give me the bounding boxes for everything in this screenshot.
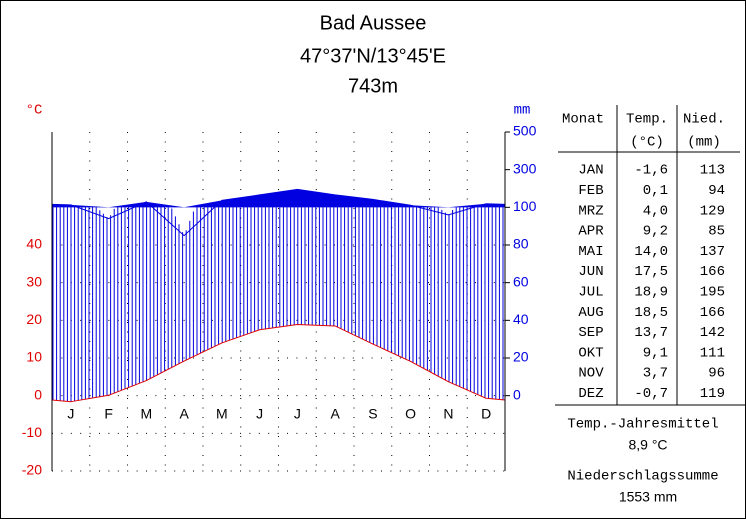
- annual-temp: 8,9 °C: [628, 437, 667, 453]
- x-tick-label: S: [368, 406, 377, 422]
- table-month: AUG: [578, 305, 603, 321]
- x-tick-label: J: [67, 406, 74, 422]
- table-precip: 111: [700, 345, 725, 361]
- table-temp: -1,6: [634, 163, 668, 179]
- x-tick-label: M: [141, 406, 153, 422]
- temp-line-edge: [51, 397, 506, 403]
- x-tick-label: J: [256, 406, 263, 422]
- x-tick-label: D: [481, 406, 491, 422]
- annual-precip: 1553 mm: [619, 489, 677, 505]
- table-month: MRZ: [578, 203, 603, 219]
- y2-tick-label: 100: [513, 198, 537, 214]
- table-temp: 13,7: [634, 325, 668, 341]
- table-header: Nied.: [683, 112, 725, 128]
- table-month: OKT: [578, 345, 603, 361]
- table-month: APR: [578, 224, 604, 240]
- y-axis-label: °C: [26, 103, 43, 119]
- chart-title: Bad Aussee: [320, 12, 427, 34]
- table-month: NOV: [578, 366, 604, 382]
- precip-line-edge: [51, 203, 506, 206]
- table-precip: 129: [700, 203, 725, 219]
- table-month: JAN: [578, 163, 603, 179]
- table-header: (°C): [630, 135, 664, 151]
- x-tick-label: N: [443, 406, 453, 422]
- table-month: MAI: [578, 244, 603, 260]
- y2-tick-label: 60: [513, 273, 529, 289]
- x-tick-label: A: [330, 406, 340, 422]
- chart-subtitle: 47°37'N/13°45'E: [300, 45, 446, 67]
- table-precip: 166: [700, 305, 725, 321]
- table-temp: 9,2: [643, 224, 668, 240]
- precip-line: [70, 188, 487, 237]
- x-tick-label: J: [294, 406, 301, 422]
- table-temp: 3,7: [643, 366, 668, 382]
- table-precip: 94: [708, 183, 725, 199]
- y2-axis-label: mm: [514, 103, 531, 119]
- table-temp: 18,9: [634, 285, 668, 301]
- table-temp: 17,5: [634, 264, 668, 280]
- table-precip: 113: [700, 163, 725, 179]
- y2-tick-label: 20: [513, 349, 529, 365]
- elevation: 743m: [348, 75, 398, 97]
- y-tick-label: -10: [22, 424, 42, 440]
- table-month: JUL: [578, 285, 603, 301]
- table-month: JUN: [578, 264, 603, 280]
- humid-hatch: [52, 207, 504, 402]
- x-tick-label: M: [216, 406, 228, 422]
- table-month: DEZ: [578, 386, 603, 402]
- y-tick-label: 30: [26, 273, 42, 289]
- table-header: (mm): [687, 135, 721, 151]
- temp-line: [70, 323, 487, 403]
- table-month: SEP: [578, 325, 603, 341]
- y2-tick-label: 500: [513, 123, 537, 139]
- table-temp: 0,1: [643, 183, 668, 199]
- table-temp: 14,0: [634, 244, 668, 260]
- table-precip: 85: [708, 224, 725, 240]
- y2-tick-label: 80: [513, 236, 529, 252]
- y-tick-label: 10: [26, 349, 42, 365]
- table-temp: -0,7: [634, 386, 668, 402]
- y-tick-label: 40: [26, 236, 42, 252]
- y-tick-label: 20: [26, 311, 42, 327]
- annual-temp-label: Temp.-Jahresmittel: [567, 417, 718, 433]
- annual-precip-label: Niederschlagssumme: [567, 469, 718, 485]
- table-temp: 4,0: [643, 203, 668, 219]
- x-tick-label: A: [179, 406, 189, 422]
- table-header: Monat: [562, 112, 604, 128]
- y2-tick-label: 40: [513, 311, 529, 327]
- x-tick-label: F: [104, 406, 113, 422]
- table-header: Temp.: [626, 112, 668, 128]
- table-temp: 9,1: [643, 345, 668, 361]
- table-precip: 142: [700, 325, 725, 341]
- y-tick-label: -20: [22, 462, 42, 478]
- y-tick-label: 0: [34, 386, 42, 402]
- table-precip: 96: [708, 366, 725, 382]
- table-precip: 195: [700, 285, 725, 301]
- table-precip: 166: [700, 264, 725, 280]
- x-tick-label: O: [405, 406, 416, 422]
- perhumid-fill: [52, 189, 505, 208]
- table-precip: 119: [700, 386, 725, 402]
- table-month: FEB: [578, 183, 603, 199]
- y2-tick-label: 300: [513, 160, 537, 176]
- table-temp: 18,5: [634, 305, 668, 321]
- table-precip: 137: [700, 244, 725, 260]
- y2-tick-label: 0: [513, 386, 521, 402]
